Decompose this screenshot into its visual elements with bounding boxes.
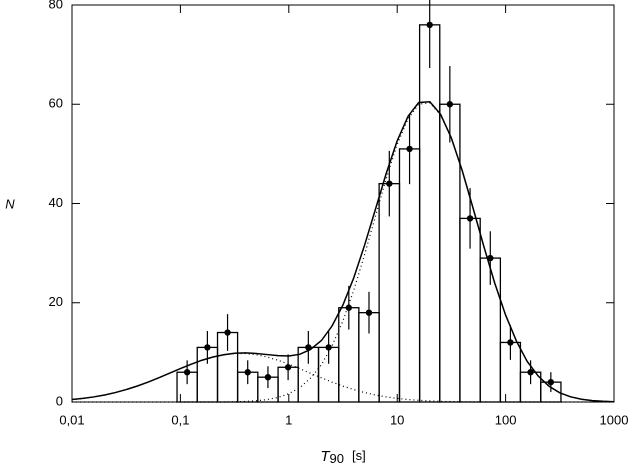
histogram-bar bbox=[398, 148, 421, 403]
data-point bbox=[547, 378, 555, 386]
histogram-bar bbox=[439, 103, 461, 403]
data-point bbox=[365, 309, 373, 316]
y-tick-label: 0 bbox=[56, 393, 63, 408]
x-label-symbol: T bbox=[320, 448, 331, 465]
x-tick-label: 1000 bbox=[600, 412, 629, 427]
x-tick-label: 0,1 bbox=[171, 412, 189, 427]
data-point bbox=[345, 304, 353, 311]
data-point bbox=[183, 369, 191, 376]
x-tick-label: 10 bbox=[390, 412, 404, 427]
x-tick-label: 0,01 bbox=[59, 412, 84, 427]
x-label-subscript: 90 bbox=[329, 451, 343, 466]
data-point bbox=[466, 215, 474, 222]
component-curve bbox=[71, 352, 614, 403]
x-axis-label: T90 [s] bbox=[320, 448, 365, 466]
data-point bbox=[284, 364, 292, 371]
data-point bbox=[386, 180, 393, 187]
data-point bbox=[446, 101, 454, 108]
data-point bbox=[204, 344, 211, 351]
x-tick-label: 100 bbox=[495, 412, 517, 427]
data-point bbox=[426, 21, 433, 29]
data-point bbox=[325, 344, 332, 351]
histogram-bar bbox=[418, 24, 441, 403]
x-label-unit: [s] bbox=[352, 448, 366, 463]
data-point bbox=[406, 145, 413, 153]
y-axis-label: N bbox=[5, 196, 15, 211]
data-point bbox=[507, 339, 514, 346]
y-tick-label: 80 bbox=[49, 0, 63, 11]
data-point bbox=[264, 373, 272, 381]
data-point bbox=[244, 369, 251, 376]
y-tick-label: 60 bbox=[49, 96, 63, 111]
plot-frame bbox=[71, 4, 615, 403]
component-curve bbox=[72, 102, 615, 403]
data-point bbox=[224, 329, 231, 336]
y-tick-label: 40 bbox=[49, 195, 63, 210]
data-point bbox=[487, 254, 494, 262]
fit-curve bbox=[71, 100, 615, 403]
data-point bbox=[527, 369, 534, 376]
x-tick-label: 1 bbox=[285, 412, 292, 427]
y-tick-label: 20 bbox=[49, 294, 63, 309]
